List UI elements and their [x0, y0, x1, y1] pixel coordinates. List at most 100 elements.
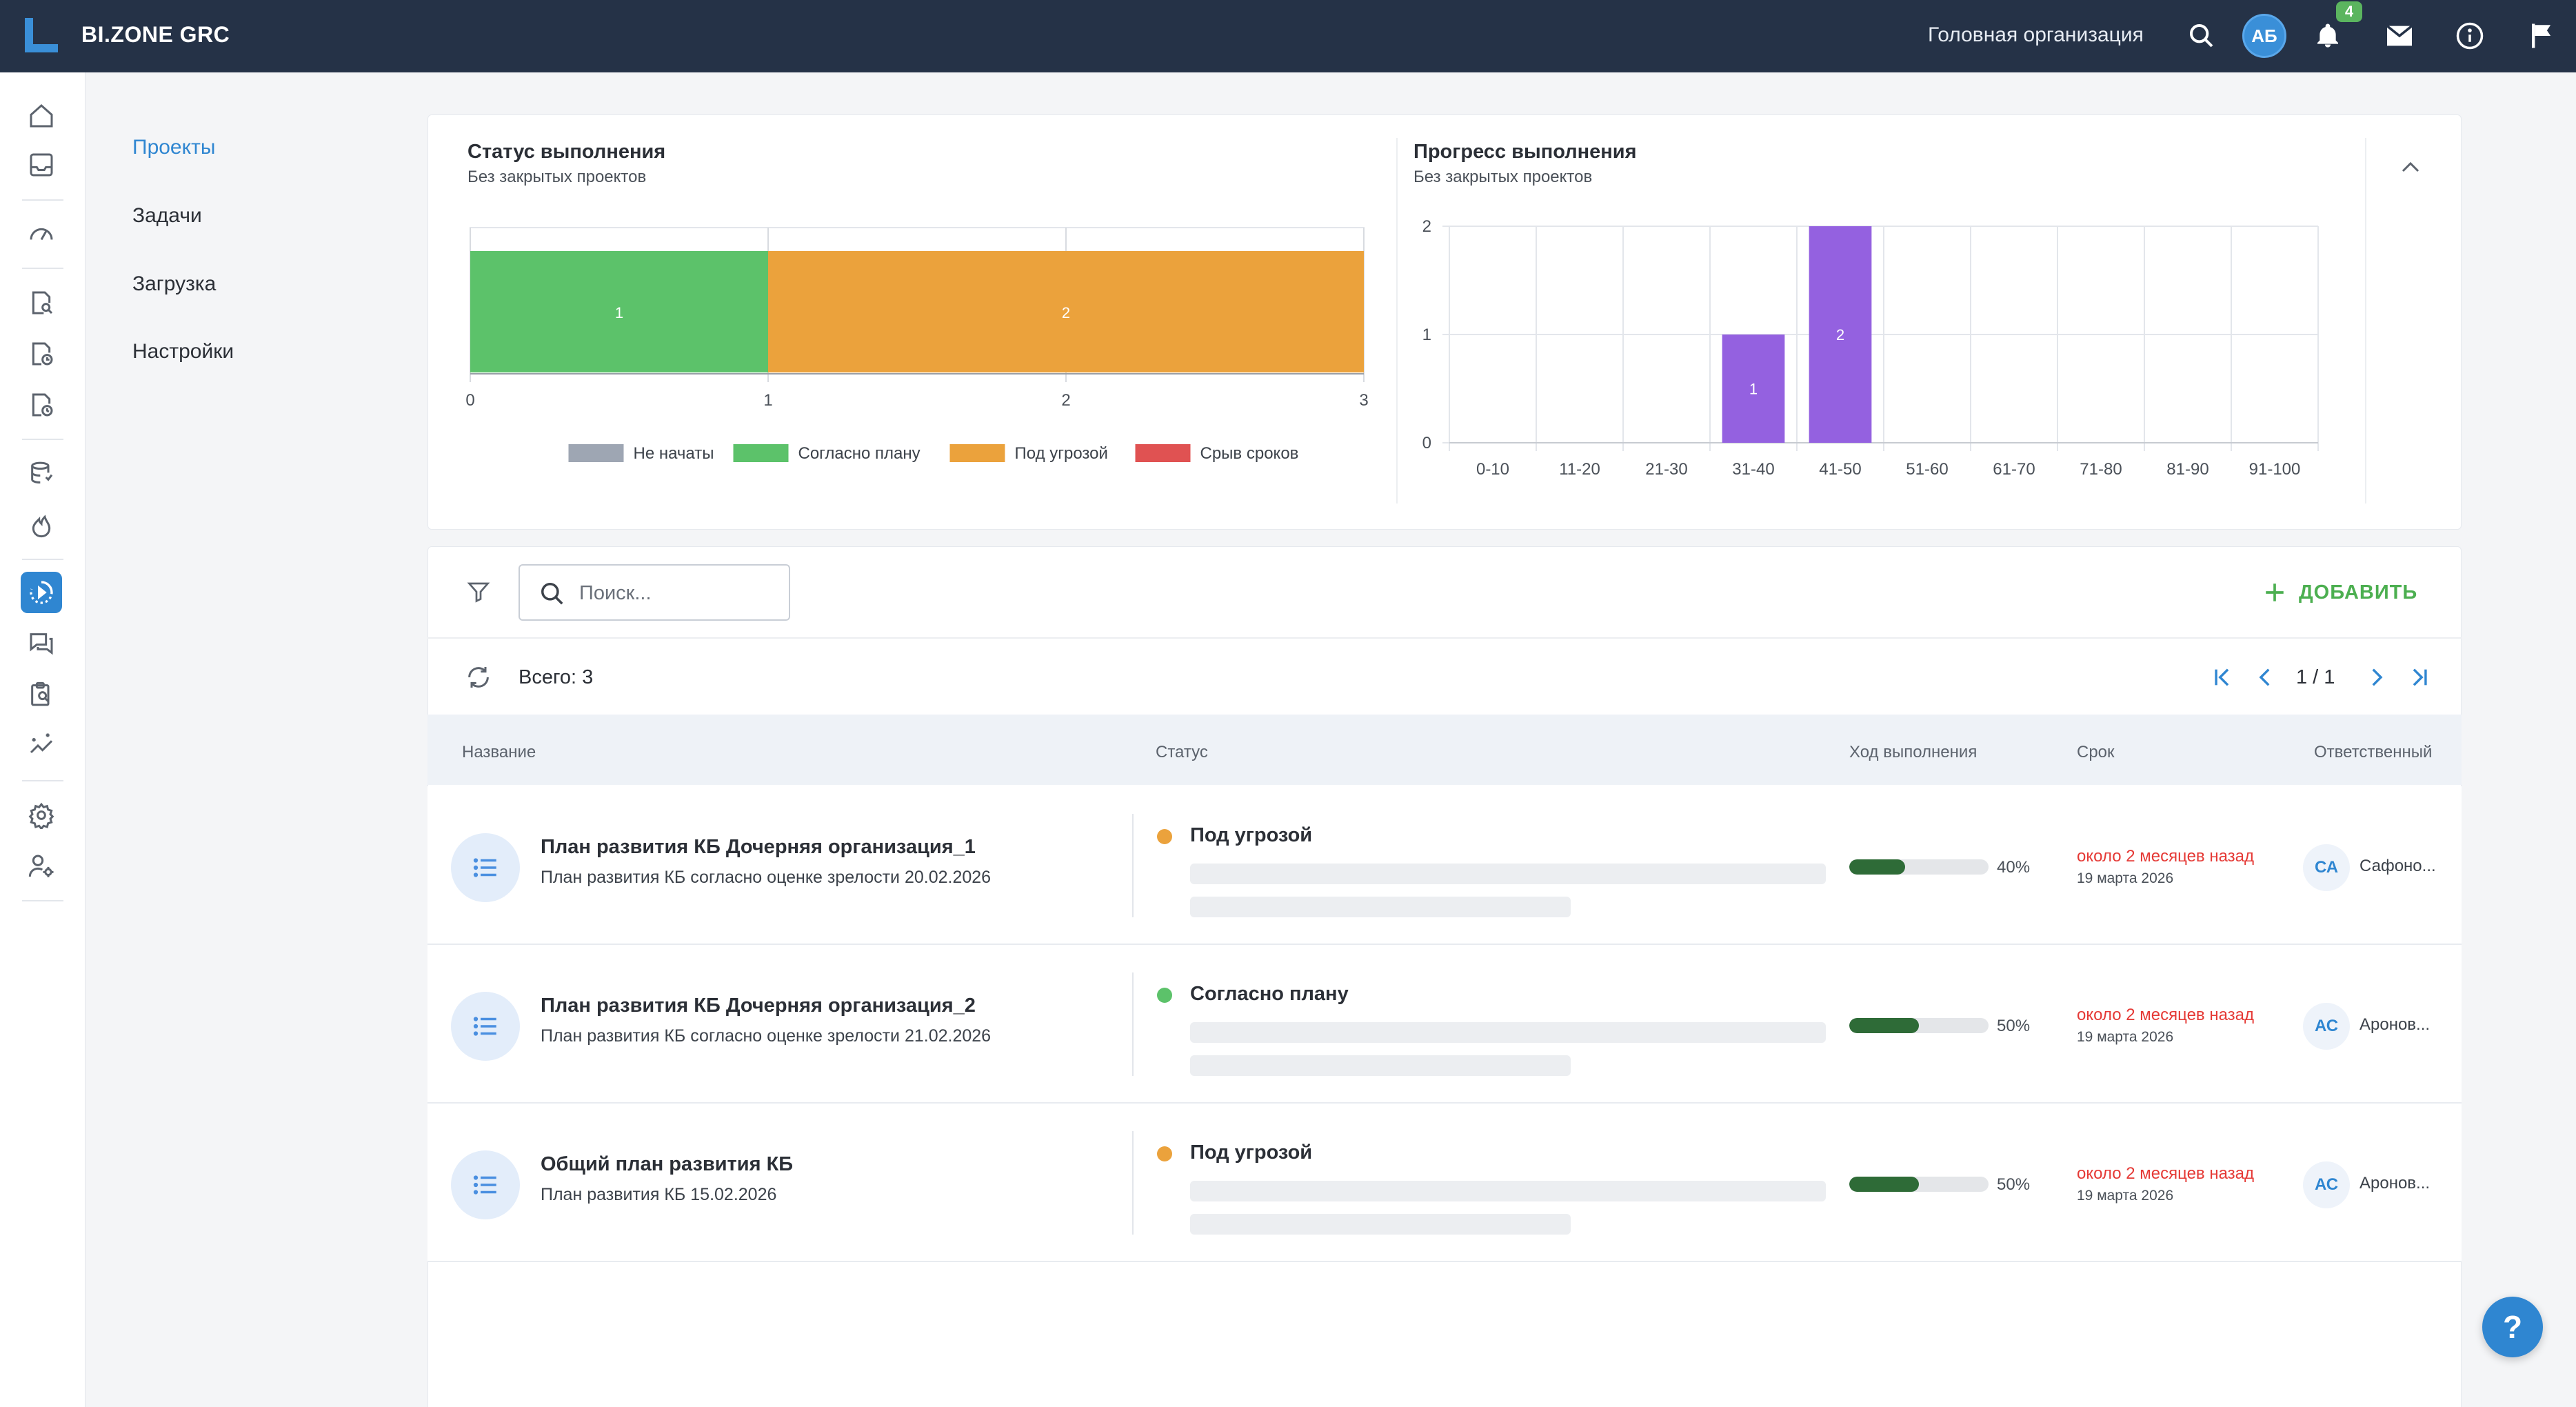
- status-label: Под угрозой: [1190, 1141, 1313, 1164]
- next-page-icon[interactable]: [2359, 661, 2393, 694]
- x-tick-label: 1: [763, 391, 772, 410]
- list-icon: [451, 1150, 520, 1219]
- bar-data-label: 1: [1749, 381, 1758, 398]
- project-title[interactable]: Общий план развития КБ: [541, 1153, 794, 1175]
- collapse-charts-button[interactable]: [2393, 149, 2428, 185]
- legend-swatch: [733, 444, 789, 462]
- user-settings-icon[interactable]: [21, 846, 62, 887]
- column-header-name[interactable]: Название: [462, 743, 536, 761]
- organization-selector[interactable]: Головная организация: [1928, 23, 2144, 46]
- bar: [1809, 226, 1872, 443]
- x-tick-label: 2: [1061, 391, 1070, 410]
- table-row[interactable]: План развития КБ Дочерняя организация_2 …: [427, 945, 2462, 1104]
- skeleton-line: [1190, 897, 1571, 917]
- legend-swatch: [1135, 444, 1191, 462]
- x-tick-label: 0-10: [1476, 460, 1509, 479]
- status-dot: [1157, 829, 1172, 844]
- deadline-relative: около 2 месяцев назад: [2077, 1006, 2255, 1024]
- skeleton-line: [1190, 1181, 1826, 1201]
- status-dot: [1157, 988, 1172, 1003]
- column-header-progress[interactable]: Ход выполнения: [1849, 743, 1978, 761]
- progress-value: 50%: [1997, 1175, 2031, 1194]
- prev-page-icon[interactable]: [2249, 661, 2282, 694]
- table-row[interactable]: План развития КБ Дочерняя организация_1 …: [427, 786, 2462, 945]
- filter-icon[interactable]: [462, 575, 495, 608]
- add-project-button[interactable]: ДОБАВИТЬ: [2263, 575, 2417, 610]
- legend-label: Срыв сроков: [1200, 444, 1299, 463]
- skeleton-line: [1190, 1214, 1571, 1235]
- progress-value: 40%: [1997, 858, 2031, 877]
- audit-search-icon[interactable]: [21, 282, 62, 323]
- bar: [1722, 335, 1785, 443]
- report-search-icon[interactable]: [21, 674, 62, 715]
- column-header-status[interactable]: Статус: [1156, 743, 1208, 761]
- bar-segment: [768, 251, 1364, 372]
- document-clock-icon[interactable]: [21, 333, 62, 375]
- document-history-icon[interactable]: [21, 384, 62, 426]
- first-page-icon[interactable]: [2206, 661, 2240, 694]
- x-tick-label: 81-90: [2166, 460, 2208, 479]
- status-label: Согласно плану: [1190, 983, 1349, 1005]
- progress-chart-subtitle: Без закрытых проектов: [1413, 168, 1593, 186]
- refresh-icon[interactable]: [462, 661, 495, 694]
- x-tick-label: 71-80: [2080, 460, 2122, 479]
- x-tick-label: 3: [1359, 391, 1368, 410]
- bar-data-label: 2: [1836, 326, 1844, 343]
- x-tick-label: 11-20: [1559, 460, 1600, 479]
- legend-label: Согласно плану: [798, 444, 920, 463]
- skeleton-line: [1190, 864, 1826, 884]
- database-icon[interactable]: [21, 453, 62, 495]
- project-title[interactable]: План развития КБ Дочерняя организация_1: [541, 836, 976, 858]
- project-title[interactable]: План развития КБ Дочерняя организация_2: [541, 995, 976, 1017]
- projects-timer-icon[interactable]: [21, 572, 62, 613]
- submenu-item-workload[interactable]: Загрузка: [132, 272, 217, 295]
- status-dot: [1157, 1146, 1172, 1161]
- y-tick-label: 2: [1422, 217, 1431, 236]
- project-subtitle: План развития КБ согласно оценке зрелост…: [541, 868, 992, 887]
- responsible-avatar[interactable]: СА: [2303, 844, 2350, 891]
- gear-icon[interactable]: [21, 795, 62, 836]
- x-tick-label: 41-50: [1819, 460, 1861, 479]
- home-icon[interactable]: [21, 95, 62, 137]
- help-button[interactable]: ?: [2482, 1297, 2543, 1357]
- dashboard-icon[interactable]: [21, 213, 62, 255]
- submenu-item-projects[interactable]: Проекты: [132, 136, 216, 159]
- responsible-avatar[interactable]: АС: [2303, 1003, 2350, 1050]
- x-tick-label: 61-70: [1993, 460, 2035, 479]
- column-header-deadline[interactable]: Срок: [2077, 743, 2115, 761]
- search-icon[interactable]: [2184, 18, 2220, 54]
- submenu-item-tasks[interactable]: Задачи: [132, 204, 202, 227]
- progress-value: 50%: [1997, 1017, 2031, 1035]
- x-tick-label: 51-60: [1906, 460, 1948, 479]
- project-subtitle: План развития КБ 15.02.2026: [541, 1185, 777, 1204]
- total-count: Всего: 3: [519, 666, 594, 688]
- chat-icon[interactable]: [21, 623, 62, 664]
- bell-icon[interactable]: [2310, 18, 2346, 54]
- inbox-icon[interactable]: [21, 144, 62, 186]
- y-tick-label: 1: [1422, 326, 1431, 344]
- list-icon: [451, 833, 520, 902]
- progress-bar: [1849, 859, 1989, 875]
- analytics-icon[interactable]: [21, 725, 62, 766]
- submenu-item-settings[interactable]: Настройки: [132, 340, 234, 363]
- legend-swatch: [949, 444, 1005, 462]
- info-icon[interactable]: [2452, 18, 2488, 54]
- user-avatar[interactable]: АБ: [2242, 14, 2286, 58]
- top-bar: BI.ZONE GRC Головная организация АБ 4: [0, 0, 2576, 72]
- search-input[interactable]: [579, 578, 779, 608]
- deadline-relative: около 2 месяцев назад: [2077, 1164, 2255, 1183]
- fire-icon[interactable]: [21, 504, 62, 546]
- chevron-up-icon: [2402, 161, 2419, 172]
- column-header-responsible[interactable]: Ответственный: [2314, 743, 2433, 761]
- mail-icon[interactable]: [2382, 18, 2417, 54]
- bar-data-label: 1: [615, 304, 623, 321]
- progress-bar: [1849, 1018, 1989, 1033]
- status-chart-title: Статус выполнения: [467, 141, 666, 163]
- bar-data-label: 2: [1062, 304, 1070, 321]
- responsible-avatar[interactable]: АС: [2303, 1161, 2350, 1208]
- status-chart: 0 1 2 3 1 2 Не начаты Согласно плану Под угрозой…: [465, 227, 1369, 463]
- table-row[interactable]: Общий план развития КБ План развития КБ …: [427, 1104, 2462, 1262]
- last-page-icon[interactable]: [2402, 661, 2435, 694]
- notifications-badge: 4: [2336, 1, 2362, 22]
- flag-icon[interactable]: [2524, 18, 2559, 54]
